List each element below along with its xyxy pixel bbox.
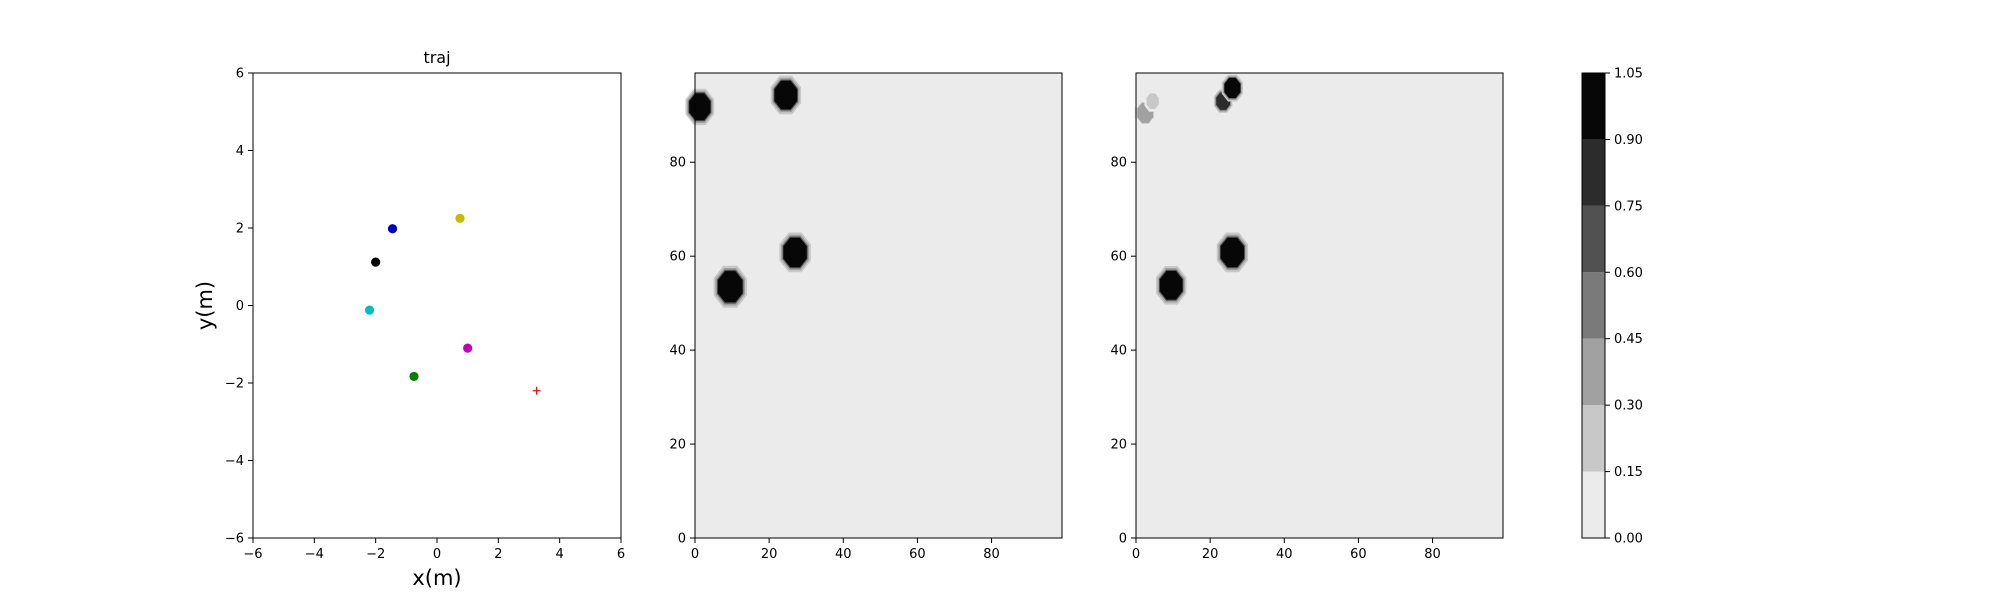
traj-xlabel: x(m): [412, 566, 461, 590]
colorbar: 0.00 0.15 0.30 0.45 0.60 0.75 0.90 1.05: [1581, 67, 1643, 547]
colorbar-band-2: [1582, 338, 1605, 406]
heatmap-panel-2: 0 20 40 60 80 0 20 40 60 80: [1110, 72, 1504, 562]
heatmap-1-ytick-label: 40: [669, 344, 686, 359]
heatmap-2-blob-4: [1156, 266, 1187, 305]
traj-xtick-label: −6: [243, 547, 262, 562]
traj-ytick-label: 0: [236, 299, 244, 314]
traj-ytick-label: 6: [236, 67, 244, 82]
agent-point-3: [364, 305, 375, 315]
heatmap-2-ytick-label: 20: [1110, 438, 1127, 453]
traj-ylabel: y(m): [193, 281, 217, 330]
traj-ytick-label: 4: [236, 144, 244, 159]
agent-point-1: [455, 213, 465, 223]
goal-marker: [532, 386, 541, 395]
colorbar-tick-label: 0.00: [1614, 532, 1643, 547]
heatmap-2-ytick-label: 0: [1119, 532, 1127, 547]
heatmap-1-frame: [694, 72, 1063, 539]
heatmap-1-blob-3: [779, 232, 811, 273]
heatmap-2-xtick-label: 20: [1202, 547, 1219, 562]
heatmap-2-ytick-label: 80: [1110, 156, 1127, 171]
traj-xtick-label: 4: [556, 547, 564, 562]
heatmap-2-ytick-label: 40: [1110, 344, 1127, 359]
heatmap-1-ytick-label: 20: [669, 438, 686, 453]
heatmap-2-blob-1: [1144, 90, 1161, 112]
traj-ytick-label: −6: [225, 532, 244, 547]
heatmap-2-xtick-label: 60: [1350, 547, 1367, 562]
colorbar-band-4: [1582, 205, 1605, 273]
agent-point-2: [371, 257, 381, 267]
heatmap-panel-1: 0 20 40 60 80 0 20 40 60 80: [669, 72, 1063, 562]
heatmap-1-xtick-label: 0: [691, 547, 699, 562]
traj-xtick-label: 0: [433, 547, 441, 562]
heatmap-2-xtick-label: 0: [1132, 547, 1140, 562]
agent-point-5: [409, 371, 419, 382]
colorbar-band-0: [1582, 471, 1605, 538]
traj-xtick-label: 2: [494, 547, 502, 562]
heatmap-1-ytick-label: 0: [678, 532, 686, 547]
colorbar-tick-label: 0.45: [1614, 332, 1643, 347]
traj-ytick-label: −4: [225, 454, 244, 469]
colorbar-tick-label: 0.75: [1614, 199, 1643, 214]
colorbar-band-5: [1582, 139, 1605, 206]
trajectory-panel: traj −6 −4 −2 0 2 4 6 −6 −4 −2 0 2 4 6 x(m) y(m): [193, 48, 625, 590]
colorbar-band-3: [1582, 272, 1605, 339]
traj-xtick-label: −4: [305, 547, 324, 562]
heatmap-2-ytick-label: 60: [1110, 250, 1127, 265]
traj-ytick-label: −2: [225, 377, 244, 392]
traj-xtick-label: 6: [617, 547, 625, 562]
heatmap-1-xtick-label: 60: [909, 547, 926, 562]
colorbar-band-1: [1582, 405, 1605, 472]
traj-title: traj: [423, 48, 450, 67]
traj-ytick-label: 2: [236, 222, 244, 237]
colorbar-tick-label: 1.05: [1614, 67, 1643, 82]
heatmap-1-ytick-label: 80: [669, 156, 686, 171]
heatmap-1-xtick-label: 20: [761, 547, 778, 562]
heatmap-1-xtick-label: 80: [983, 547, 1000, 562]
heatmap-2-frame: [1135, 72, 1504, 539]
heatmap-1-xtick-label: 40: [835, 547, 852, 562]
heatmap-2-blob-5: [1216, 232, 1249, 273]
traj-xtick-label: −2: [366, 547, 385, 562]
agent-point-4: [463, 343, 473, 353]
traj-axes-frame: [252, 72, 622, 539]
heatmap-1-ytick-label: 60: [669, 250, 686, 265]
heatmap-2-background: [1136, 73, 1503, 538]
heatmap-2-blob-3: [1221, 74, 1243, 102]
heatmap-1-blob-1: [770, 75, 802, 115]
heatmap-1-background: [695, 73, 1062, 538]
heatmap-1-blob-0: [685, 88, 715, 125]
colorbar-tick-label: 0.30: [1614, 399, 1643, 414]
agent-point-0: [387, 224, 398, 234]
heatmap-2-xtick-label: 40: [1276, 547, 1293, 562]
heatmap-2-xtick-label: 80: [1424, 547, 1441, 562]
heatmap-1-blob-2: [713, 265, 747, 308]
colorbar-tick-label: 0.60: [1614, 266, 1643, 281]
colorbar-band-6: [1582, 73, 1605, 140]
colorbar-tick-label: 0.90: [1614, 133, 1643, 148]
colorbar-frame: [1581, 72, 1606, 539]
colorbar-tick-label: 0.15: [1614, 465, 1643, 480]
